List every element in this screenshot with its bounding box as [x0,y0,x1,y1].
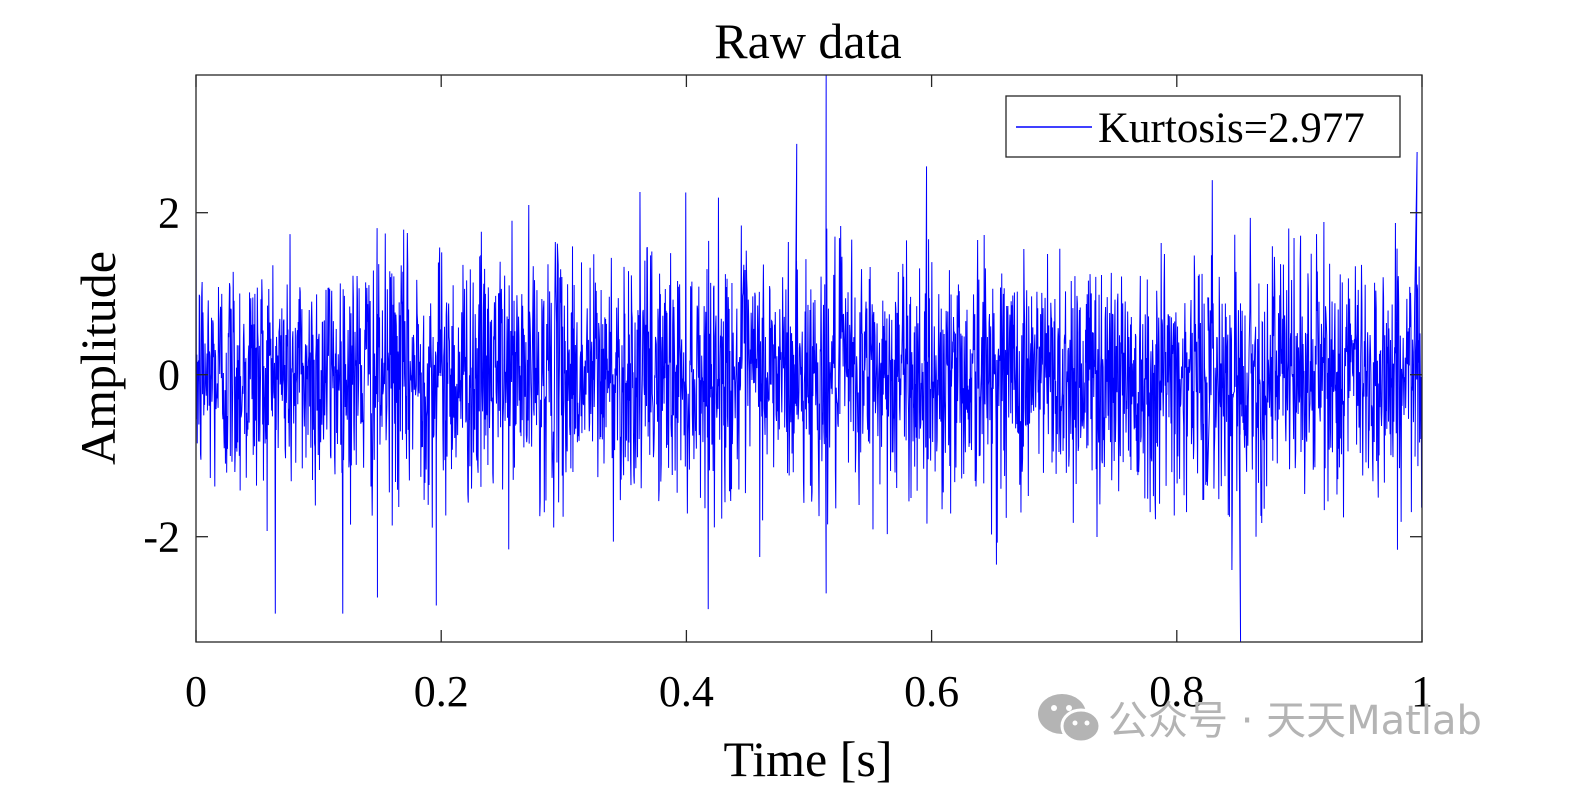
series-line [195,74,1423,643]
x-tick-label: 0.2 [414,667,469,716]
x-tick-label: 1 [1411,667,1433,716]
x-tick-label: 0 [185,667,207,716]
y-tick-label: 0 [158,351,180,400]
axes-box [195,74,1423,643]
watermark: 公众号 · 天天Matlab [1038,694,1482,744]
y-tick-label: -2 [143,513,180,562]
chart-title: Raw data [714,13,901,69]
x-axis: 0 0.2 0.4 0.6 0.8 1 [185,75,1433,716]
y-axis: -2 0 2 [143,189,1422,562]
watermark-text: 公众号 · 天天Matlab [1108,698,1482,744]
y-axis-label: Amplitude [70,251,126,465]
x-tick-label: 0.8 [1149,667,1204,716]
x-tick-label: 0.6 [904,667,959,716]
x-axis-label: Time [s] [723,731,892,787]
legend: Kurtosis=2.977 [1005,95,1401,158]
y-tick-label: 2 [158,189,180,238]
data-series [195,74,1423,643]
wechat-icon [1038,694,1102,744]
legend-label: Kurtosis=2.977 [1098,105,1365,152]
plot-area [195,74,1423,643]
x-tick-label: 0.4 [659,667,714,716]
